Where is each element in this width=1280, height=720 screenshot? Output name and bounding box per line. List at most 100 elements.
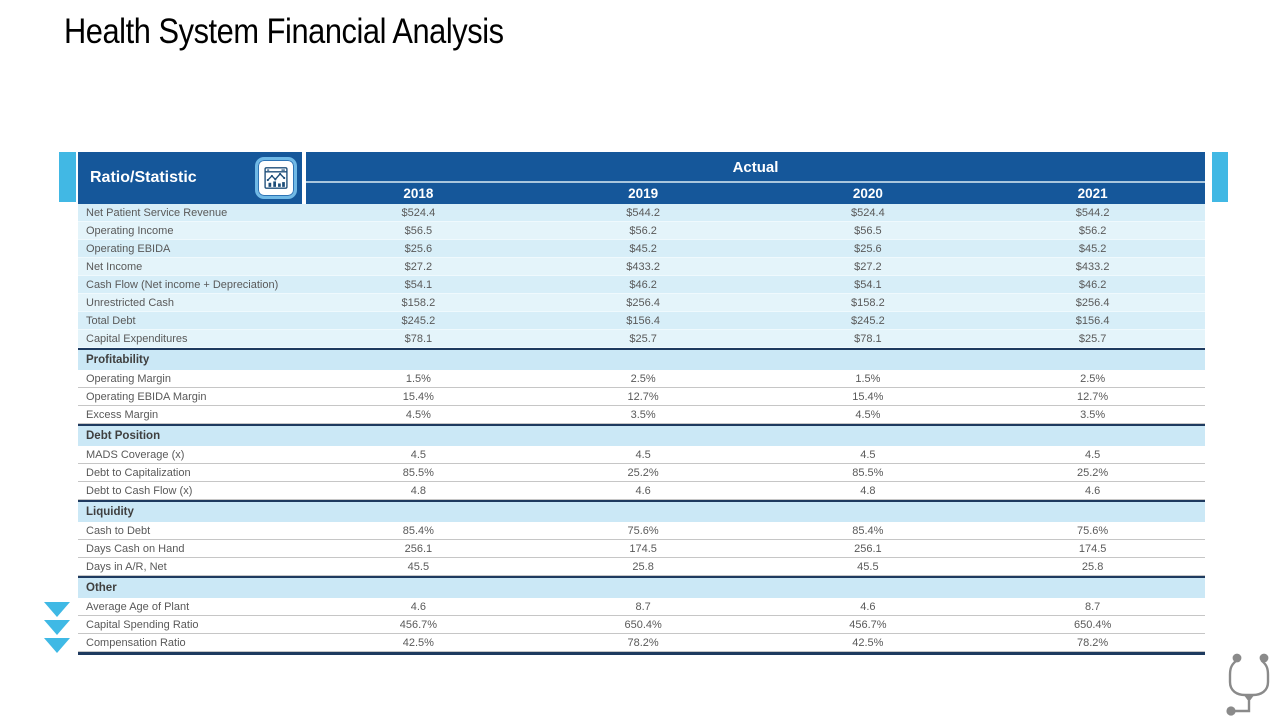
- table-row: Days in A/R, Net 45.5 25.8 45.5 25.8: [78, 558, 1205, 576]
- table-row: Cash to Debt 85.4% 75.6% 85.4% 75.6%: [78, 522, 1205, 540]
- row-label: Days Cash on Hand: [86, 542, 185, 555]
- ratio-statistic-label: Ratio/Statistic: [90, 169, 197, 186]
- row-value: 256.1: [854, 542, 882, 555]
- row-value: $433.2: [1075, 260, 1110, 273]
- row-value: 4.8: [860, 484, 876, 497]
- table-row: Net Patient Service Revenue $524.4 $544.2 $…: [78, 204, 1205, 222]
- row-label: Debt to Capitalization: [86, 466, 191, 479]
- row-value: 4.6: [635, 484, 651, 497]
- row-value: 25.2%: [627, 466, 659, 479]
- row-value: 650.4%: [624, 618, 662, 631]
- table-row: Capital Spending Ratio 456.7% 650.4% 456.7%…: [78, 616, 1205, 634]
- row-value: 650.4%: [1073, 618, 1112, 631]
- table-row: Cash Flow (Net income + Depreciation) $54…: [78, 276, 1205, 294]
- table-row: Operating EBIDA $25.6 $45.2 $25.6 $45.2: [78, 240, 1205, 258]
- row-value: $54.1: [404, 278, 433, 291]
- table-row: Total Debt $245.2 $156.4 $245.2 $156.4: [78, 312, 1205, 330]
- row-label: Operating Income: [86, 224, 174, 237]
- row-value: 174.5: [629, 542, 657, 555]
- row-value: 42.5%: [402, 636, 434, 649]
- row-value: 85.5%: [402, 466, 434, 479]
- row-value: 1.5%: [405, 372, 431, 385]
- section-header: Profitability: [78, 348, 1205, 370]
- row-value: 75.6%: [627, 524, 659, 537]
- row-value: 12.7%: [627, 390, 659, 403]
- row-value: 174.5: [1078, 542, 1107, 555]
- row-value: 8.7: [1084, 600, 1101, 613]
- section-header: Debt Position: [78, 424, 1205, 446]
- row-label: Cash Flow (Net income + Depreciation): [86, 278, 279, 291]
- row-value: 4.8: [410, 484, 427, 497]
- row-value: $27.2: [404, 260, 433, 273]
- row-value: $25.7: [1078, 332, 1107, 345]
- row-value: $433.2: [626, 260, 660, 273]
- row-label: Average Age of Plant: [86, 600, 190, 613]
- table-row: Excess Margin 4.5% 3.5% 4.5% 3.5%: [78, 406, 1205, 424]
- year-header: 2019: [628, 186, 659, 201]
- table-row: Average Age of Plant 4.6 8.7 4.6 8.7: [78, 598, 1205, 616]
- row-value: $156.4: [1075, 314, 1110, 327]
- row-label: MADS Coverage (x): [86, 448, 185, 461]
- table-row: Debt to Capitalization 85.5% 25.2% 85.5% 25.…: [78, 464, 1205, 482]
- row-value: 25.2%: [1077, 466, 1109, 479]
- row-label: Operating Margin: [86, 372, 171, 385]
- row-value: $46.2: [1078, 278, 1107, 291]
- row-value: $156.4: [626, 314, 660, 327]
- row-label: Total Debt: [86, 314, 136, 327]
- down-arrows: [44, 602, 70, 656]
- row-value: 4.5: [635, 448, 651, 461]
- row-value: 4.5: [410, 448, 427, 461]
- table-row: MADS Coverage (x) 4.5 4.5 4.5 4.5: [78, 446, 1205, 464]
- year-header: 2021: [1077, 186, 1108, 201]
- row-value: $256.4: [1075, 296, 1110, 309]
- row-value: 4.6: [1084, 484, 1101, 497]
- row-label: Net Patient Service Revenue: [86, 206, 228, 219]
- row-label: Cash to Debt: [86, 524, 151, 537]
- row-value: 78.2%: [627, 636, 659, 649]
- left-accent-bar: [59, 152, 76, 202]
- actual-group-header: Actual: [306, 152, 1205, 183]
- row-value: 4.5%: [405, 408, 431, 421]
- row-value: 1.5%: [855, 372, 881, 385]
- row-label: Excess Margin: [86, 408, 159, 421]
- row-value: $544.2: [626, 206, 660, 219]
- row-value: $27.2: [854, 260, 882, 273]
- row-value: $25.6: [854, 242, 882, 255]
- row-value: 2.5%: [630, 372, 656, 385]
- row-value: 15.4%: [852, 390, 884, 403]
- chart-window-icon: [255, 157, 297, 199]
- row-value: 256.1: [404, 542, 433, 555]
- row-label: Compensation Ratio: [86, 636, 186, 649]
- table-row: Debt to Cash Flow (x) 4.8 4.6 4.8 4.6: [78, 482, 1205, 500]
- row-value: 45.5: [407, 560, 430, 573]
- row-value: $158.2: [851, 296, 885, 309]
- row-value: 2.5%: [1080, 372, 1106, 385]
- row-value: 85.4%: [852, 524, 884, 537]
- row-value: $524.4: [401, 206, 436, 219]
- down-arrow-icon: [44, 602, 70, 617]
- row-value: $78.1: [404, 332, 433, 345]
- years-header-cell: Actual 2018 2019 2020 2021: [306, 152, 1205, 204]
- table-body: Net Patient Service Revenue $524.4 $544.2 $…: [78, 204, 1205, 655]
- row-value: $54.1: [854, 278, 882, 291]
- financial-table: Ratio/Statistic: [78, 152, 1205, 655]
- row-value: 42.5%: [852, 636, 884, 649]
- section-header: Liquidity: [78, 500, 1205, 522]
- row-value: $56.5: [854, 224, 882, 237]
- year-header-row: 2018 2019 2020 2021: [306, 183, 1205, 204]
- row-label: Capital Expenditures: [86, 332, 188, 345]
- table-row: Operating Income $56.5 $56.2 $56.5 $56.2: [78, 222, 1205, 240]
- row-value: $158.2: [401, 296, 436, 309]
- row-value: 3.5%: [630, 408, 656, 421]
- year-header: 2020: [852, 186, 883, 201]
- row-value: $256.4: [626, 296, 660, 309]
- row-label: Operating EBIDA Margin: [86, 390, 207, 403]
- row-label: Operating EBIDA: [86, 242, 171, 255]
- row-label: Debt to Cash Flow (x): [86, 484, 193, 497]
- row-value: $524.4: [851, 206, 885, 219]
- down-arrow-icon: [44, 620, 70, 635]
- table-row: Unrestricted Cash $158.2 $256.4 $158.2 $256.…: [78, 294, 1205, 312]
- row-value: $544.2: [1075, 206, 1110, 219]
- row-value: $45.2: [629, 242, 657, 255]
